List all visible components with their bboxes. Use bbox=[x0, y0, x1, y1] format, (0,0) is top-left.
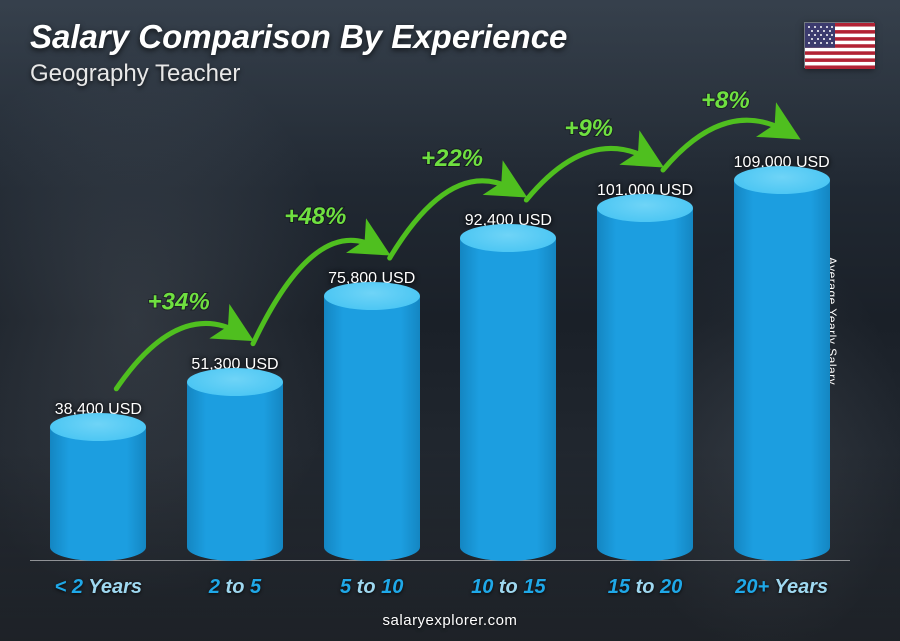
bar-top-cap bbox=[50, 413, 146, 441]
bar bbox=[324, 296, 420, 561]
bar-category-label: 2 to 5 bbox=[167, 576, 304, 599]
bar-front bbox=[460, 238, 556, 561]
bar bbox=[50, 427, 146, 561]
footer-attribution: salaryexplorer.com bbox=[0, 612, 900, 629]
bar-category-label: 5 to 10 bbox=[303, 576, 440, 599]
increase-pct-label: +8% bbox=[701, 87, 750, 114]
bar bbox=[460, 238, 556, 561]
bar-group: 101,000 USD15 to 20 bbox=[577, 120, 714, 561]
bar-category-label: 10 to 15 bbox=[440, 576, 577, 599]
us-flag-icon bbox=[804, 22, 874, 68]
bar bbox=[597, 208, 693, 561]
bar-category-label: < 2 Years bbox=[30, 576, 167, 599]
bar-front bbox=[324, 296, 420, 561]
bar-group: 75,800 USD5 to 10 bbox=[303, 120, 440, 561]
bar-category-label: 15 to 20 bbox=[577, 576, 714, 599]
bar-top-cap bbox=[460, 224, 556, 252]
bar-front bbox=[734, 180, 830, 561]
bar-group: 38,400 USD< 2 Years bbox=[30, 120, 167, 561]
bar-group: 109,000 USD20+ Years bbox=[713, 120, 850, 561]
bar-top-cap bbox=[597, 194, 693, 222]
bar-category-label: 20+ Years bbox=[713, 576, 850, 599]
bar-top-cap bbox=[324, 282, 420, 310]
bar bbox=[734, 180, 830, 561]
bar-top-cap bbox=[187, 368, 283, 396]
bar-group: 92,400 USD10 to 15 bbox=[440, 120, 577, 561]
content-root: Salary Comparison By Experience Geograph… bbox=[0, 0, 900, 641]
bar-front bbox=[597, 208, 693, 561]
bar-front bbox=[50, 427, 146, 561]
bar-front bbox=[187, 382, 283, 561]
chart-title: Salary Comparison By Experience bbox=[30, 18, 567, 56]
bars-container: 38,400 USD< 2 Years51,300 USD2 to 575,80… bbox=[30, 120, 850, 561]
bar-group: 51,300 USD2 to 5 bbox=[167, 120, 304, 561]
chart-subtitle: Geography Teacher bbox=[30, 60, 240, 88]
chart-area: 38,400 USD< 2 Years51,300 USD2 to 575,80… bbox=[30, 120, 850, 561]
bar bbox=[187, 382, 283, 561]
bar-top-cap bbox=[734, 166, 830, 194]
